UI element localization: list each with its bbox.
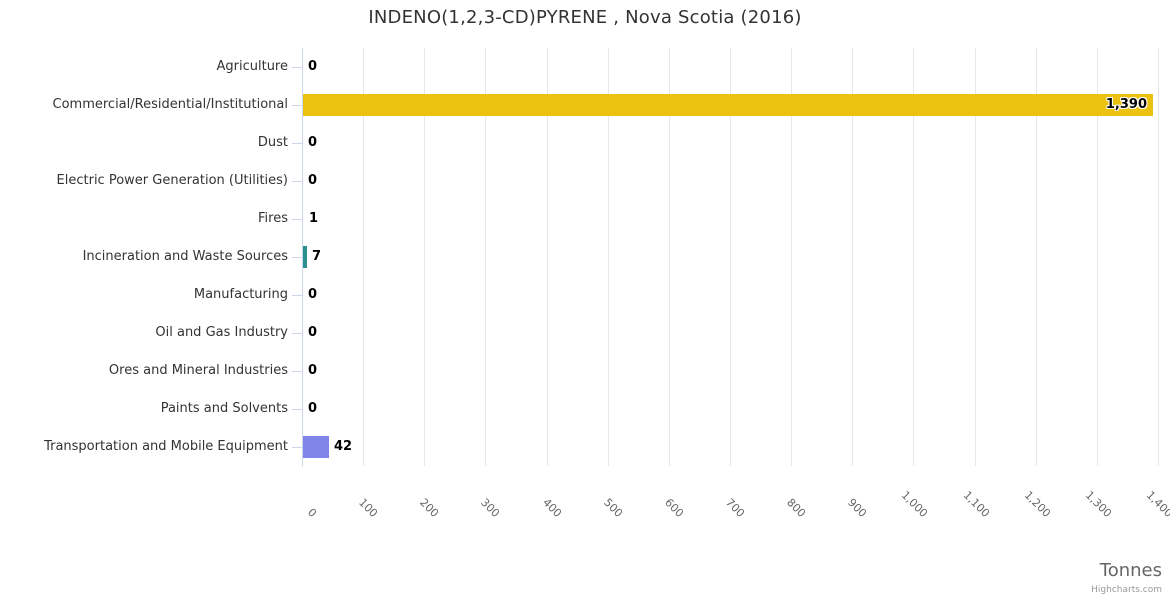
gridline	[668, 48, 670, 466]
x-axis-title: Tonnes	[1099, 560, 1162, 581]
x-tick-label: 1,100	[960, 488, 992, 520]
category-label-oil-and-gas-industry: Oil and Gas Industry	[155, 325, 288, 340]
gridline	[546, 48, 548, 466]
x-tick-label: 100	[356, 495, 381, 520]
x-tick-label: 300	[478, 495, 503, 520]
axis-tick	[292, 219, 302, 220]
value-label: 0	[308, 287, 318, 302]
bar-incineration-and-waste-sources[interactable]	[303, 246, 307, 268]
value-label: 0	[308, 325, 318, 340]
gridline	[852, 48, 854, 466]
gridline	[1035, 48, 1037, 466]
x-tick-label: 800	[784, 495, 809, 520]
axis-tick	[292, 143, 302, 144]
gridline	[1096, 48, 1098, 466]
axis-tick	[292, 257, 302, 258]
gridline	[730, 48, 731, 466]
axis-tick	[292, 67, 302, 68]
category-label-manufacturing: Manufacturing	[193, 287, 288, 302]
category-axis-line	[302, 48, 303, 466]
x-tick-label: 600	[662, 495, 687, 520]
category-label-electric-power-generation-utilities: Electric Power Generation (Utilities)	[56, 173, 288, 188]
value-label: 7	[312, 249, 322, 264]
axis-tick	[292, 295, 302, 296]
axis-tick	[292, 105, 302, 106]
gridline	[791, 48, 793, 466]
category-label-paints-and-solvents: Paints and Solvents	[160, 401, 288, 416]
axis-tick	[292, 371, 302, 372]
chart-title: INDENO(1,2,3-CD)PYRENE , Nova Scotia (20…	[368, 7, 802, 28]
value-label: 0	[308, 363, 318, 378]
value-label: 42	[334, 439, 353, 454]
bar-transportation-and-mobile-equipment[interactable]	[303, 436, 329, 458]
x-tick-label: 1,000	[899, 488, 931, 520]
highcharts-credits-link[interactable]: Highcharts.com	[1091, 585, 1162, 595]
bar-commercial-residential-institutional[interactable]	[303, 94, 1153, 116]
category-label-transportation-and-mobile-equipment: Transportation and Mobile Equipment	[44, 439, 288, 454]
category-label-dust: Dust	[257, 135, 288, 150]
gridline	[607, 48, 609, 466]
gridline	[913, 48, 915, 466]
category-label-agriculture: Agriculture	[216, 59, 289, 74]
x-tick-label: 0	[305, 505, 320, 520]
value-label: 1,390	[1105, 97, 1147, 112]
gridline	[363, 48, 365, 466]
value-label: 0	[308, 59, 318, 74]
axis-tick	[292, 447, 302, 448]
gridline	[1158, 48, 1159, 466]
value-label: 1	[309, 211, 319, 226]
x-tick-label: 500	[600, 495, 625, 520]
category-label-commercial-residential-institutional: Commercial/Residential/Institutional	[52, 97, 289, 112]
value-label: 0	[308, 173, 318, 188]
x-tick-label: 400	[539, 495, 564, 520]
x-tick-label: 1,300	[1082, 488, 1115, 520]
gridline	[424, 48, 426, 466]
category-label-incineration-and-waste-sources: Incineration and Waste Sources	[82, 249, 288, 264]
gridline	[485, 48, 487, 466]
x-tick-label: 900	[845, 495, 870, 520]
x-tick-label: 200	[417, 495, 442, 520]
axis-tick	[292, 409, 302, 410]
value-label: 0	[308, 135, 318, 150]
axis-tick	[292, 333, 302, 334]
gridline	[974, 48, 976, 466]
x-tick-label: 700	[723, 495, 748, 520]
axis-tick	[292, 181, 302, 182]
x-tick-label: 1,400	[1143, 488, 1170, 520]
category-label-fires: Fires	[258, 211, 288, 226]
category-label-ores-and-mineral-industries: Ores and Mineral Industries	[108, 363, 288, 378]
x-tick-label: 1,200	[1021, 488, 1053, 520]
value-label: 0	[308, 401, 318, 416]
